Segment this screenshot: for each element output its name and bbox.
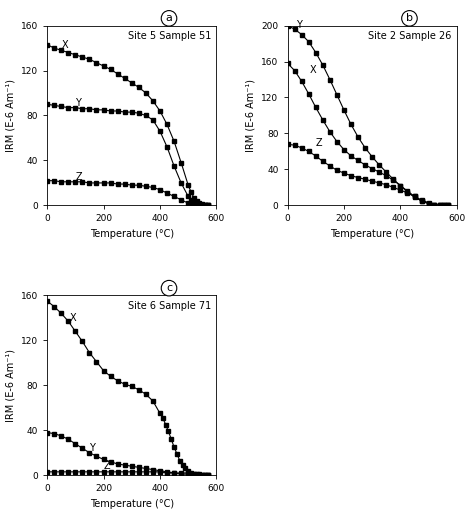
- Text: Site 6 Sample 71: Site 6 Sample 71: [128, 301, 211, 311]
- Text: c: c: [166, 283, 172, 293]
- Text: b: b: [406, 13, 413, 24]
- Text: Y: Y: [296, 20, 302, 30]
- Text: Site 5 Sample 51: Site 5 Sample 51: [128, 31, 211, 41]
- X-axis label: Temperature (°C): Temperature (°C): [330, 229, 414, 239]
- Text: Z: Z: [104, 461, 110, 471]
- Text: X: X: [310, 65, 317, 75]
- Text: Y: Y: [75, 98, 81, 108]
- Text: Z: Z: [75, 172, 82, 182]
- Text: X: X: [61, 40, 68, 50]
- Y-axis label: IRM (E-6 Am⁻¹): IRM (E-6 Am⁻¹): [246, 79, 256, 152]
- Y-axis label: IRM (E-6 Am⁻¹): IRM (E-6 Am⁻¹): [5, 79, 15, 152]
- Text: X: X: [70, 313, 76, 323]
- Y-axis label: IRM (E-6 Am⁻¹): IRM (E-6 Am⁻¹): [5, 349, 15, 422]
- Text: Z: Z: [316, 138, 322, 148]
- Text: Site 2 Sample 26: Site 2 Sample 26: [368, 31, 452, 41]
- X-axis label: Temperature (°C): Temperature (°C): [89, 229, 174, 239]
- Text: Y: Y: [89, 443, 95, 453]
- X-axis label: Temperature (°C): Temperature (°C): [89, 499, 174, 509]
- Text: a: a: [166, 13, 172, 24]
